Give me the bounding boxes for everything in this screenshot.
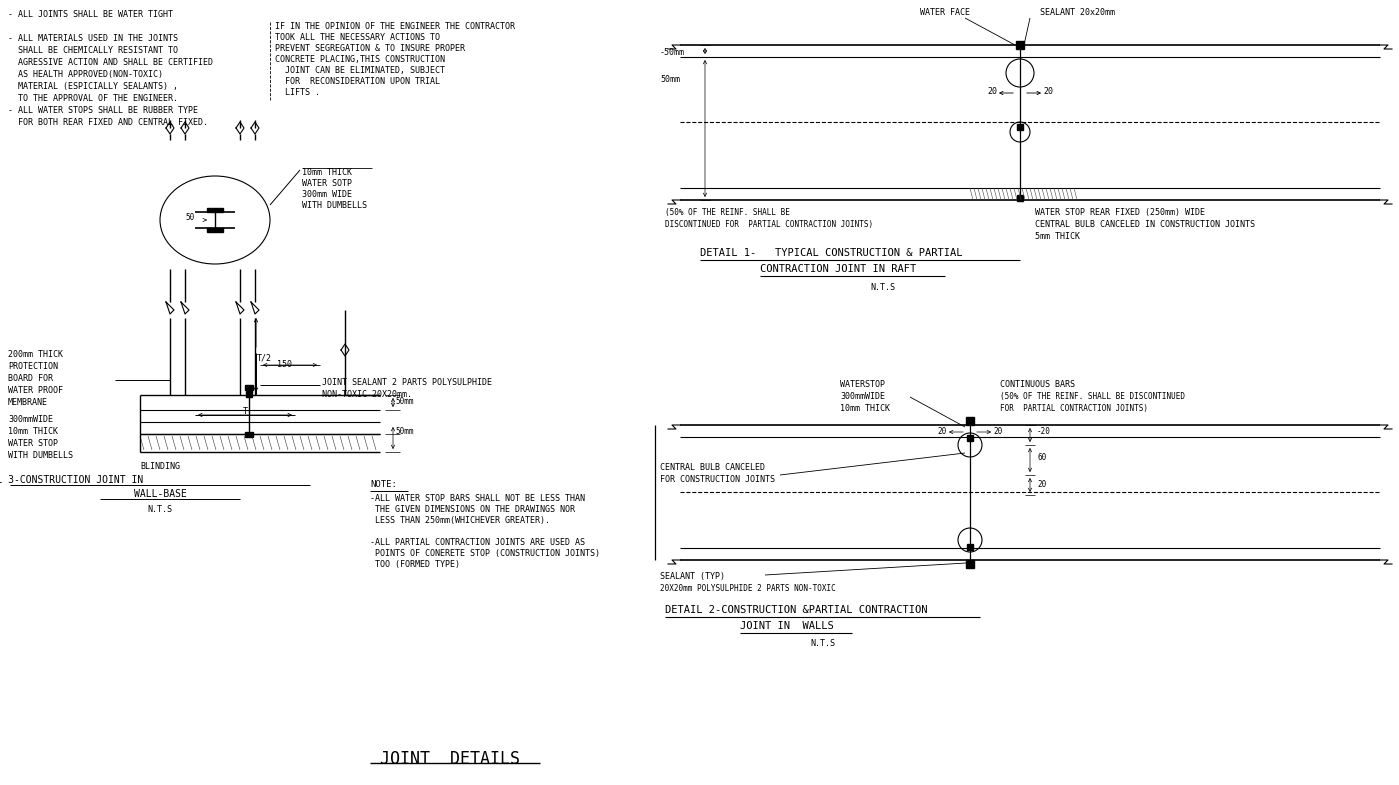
Text: CENTRAL BULB CANCELED IN CONSTRUCTION JOINTS: CENTRAL BULB CANCELED IN CONSTRUCTION JO…: [1035, 220, 1255, 229]
Text: WATER FACE: WATER FACE: [921, 8, 970, 17]
Text: BOARD FOR: BOARD FOR: [8, 374, 53, 383]
Text: -20: -20: [1037, 427, 1051, 436]
Text: DETAIL 3-CONSTRUCTION JOINT IN: DETAIL 3-CONSTRUCTION JOINT IN: [0, 475, 143, 485]
Text: CENTRAL BULB CANCELED: CENTRAL BULB CANCELED: [660, 463, 765, 472]
Text: WALL-BASE: WALL-BASE: [133, 489, 186, 499]
Text: WATER PROOF: WATER PROOF: [8, 386, 63, 395]
Text: DETAIL 2-CONSTRUCTION &PARTIAL CONTRACTION: DETAIL 2-CONSTRUCTION &PARTIAL CONTRACTI…: [665, 605, 928, 615]
Text: SHALL BE CHEMICALLY RESISTANT TO: SHALL BE CHEMICALLY RESISTANT TO: [8, 46, 178, 55]
Text: FOR  RECONSIDERATION UPON TRIAL: FOR RECONSIDERATION UPON TRIAL: [276, 77, 441, 86]
Text: T/2: T/2: [257, 353, 271, 363]
Text: CONTRACTION JOINT IN RAFT: CONTRACTION JOINT IN RAFT: [760, 264, 916, 274]
Text: 200mm THICK: 200mm THICK: [8, 350, 63, 359]
Text: MATERIAL (ESPICIALLY SEALANTS) ,: MATERIAL (ESPICIALLY SEALANTS) ,: [8, 82, 178, 91]
Text: 60: 60: [1037, 453, 1046, 462]
Text: T: T: [242, 407, 248, 416]
Bar: [245, 432, 253, 437]
Text: 50: 50: [186, 214, 194, 222]
Text: 50mm: 50mm: [660, 75, 680, 84]
Text: CONCRETE PLACING,THIS CONSTRUCTION: CONCRETE PLACING,THIS CONSTRUCTION: [276, 55, 445, 64]
Text: CONTINUOUS BARS: CONTINUOUS BARS: [1000, 380, 1074, 389]
Text: -ALL WATER STOP BARS SHALL NOT BE LESS THAN: -ALL WATER STOP BARS SHALL NOT BE LESS T…: [369, 494, 585, 503]
Text: THE GIVEN DIMENSIONS ON THE DRAWINGS NOR: THE GIVEN DIMENSIONS ON THE DRAWINGS NOR: [369, 505, 575, 514]
Text: JOINT  DETAILS: JOINT DETAILS: [381, 750, 520, 768]
Text: - ALL WATER STOPS SHALL BE RUBBER TYPE: - ALL WATER STOPS SHALL BE RUBBER TYPE: [8, 106, 199, 115]
Text: TO THE APPROVAL OF THE ENGINEER.: TO THE APPROVAL OF THE ENGINEER.: [8, 94, 178, 103]
Text: 150: 150: [277, 360, 292, 369]
Bar: [965, 560, 974, 568]
Text: 10mm THICK: 10mm THICK: [839, 404, 890, 413]
Bar: [207, 228, 222, 232]
Text: (50% OF THE REINF. SHALL BE DISCONTINUED: (50% OF THE REINF. SHALL BE DISCONTINUED: [1000, 392, 1185, 401]
Text: LESS THAN 250mm(WHICHEVER GREATER).: LESS THAN 250mm(WHICHEVER GREATER).: [369, 516, 550, 525]
Text: PROTECTION: PROTECTION: [8, 362, 57, 371]
Text: DISCONTINUED FOR  PARTIAL CONTRACTION JOINTS): DISCONTINUED FOR PARTIAL CONTRACTION JOI…: [665, 220, 873, 229]
Text: 300mmWIDE: 300mmWIDE: [839, 392, 886, 401]
Text: WATER STOP REAR FIXED (250mm) WIDE: WATER STOP REAR FIXED (250mm) WIDE: [1035, 208, 1205, 217]
Text: N.T.S: N.T.S: [810, 639, 835, 648]
Text: 20X20mm POLYSULPHIDE 2 PARTS NON-TOXIC: 20X20mm POLYSULPHIDE 2 PARTS NON-TOXIC: [660, 584, 835, 593]
Text: MEMBRANE: MEMBRANE: [8, 398, 48, 407]
Text: FOR  PARTIAL CONTRACTION JOINTS): FOR PARTIAL CONTRACTION JOINTS): [1000, 404, 1149, 413]
Text: (50% OF THE REINF. SHALL BE: (50% OF THE REINF. SHALL BE: [665, 208, 790, 217]
Text: 20: 20: [1044, 87, 1053, 96]
Text: -50mm: -50mm: [660, 48, 686, 57]
Text: WATERSTOP: WATERSTOP: [839, 380, 886, 389]
Text: FOR BOTH REAR FIXED AND CENTRAL FIXED.: FOR BOTH REAR FIXED AND CENTRAL FIXED.: [8, 118, 208, 127]
Bar: [207, 208, 222, 212]
Text: 20: 20: [1037, 480, 1046, 489]
Text: PREVENT SEGREGATION & TO INSURE PROPER: PREVENT SEGREGATION & TO INSURE PROPER: [276, 44, 464, 53]
Text: DETAIL 1-   TYPICAL CONSTRUCTION & PARTIAL: DETAIL 1- TYPICAL CONSTRUCTION & PARTIAL: [700, 248, 963, 258]
Text: JOINT IN  WALLS: JOINT IN WALLS: [740, 621, 834, 631]
Text: WATER STOP: WATER STOP: [8, 439, 57, 448]
Text: 20: 20: [937, 427, 947, 436]
Text: SEALANT 20x20mm: SEALANT 20x20mm: [1039, 8, 1115, 17]
Text: FOR CONSTRUCTION JOINTS: FOR CONSTRUCTION JOINTS: [660, 475, 775, 484]
Text: - ALL MATERIALS USED IN THE JOINTS: - ALL MATERIALS USED IN THE JOINTS: [8, 34, 178, 43]
Text: WITH DUMBELLS: WITH DUMBELLS: [302, 201, 367, 210]
Text: AS HEALTH APPROVED(NON-TOXIC): AS HEALTH APPROVED(NON-TOXIC): [8, 70, 164, 79]
Text: 300mm WIDE: 300mm WIDE: [302, 190, 353, 199]
Text: 5mm THICK: 5mm THICK: [1035, 232, 1080, 241]
Text: SEALANT (TYP): SEALANT (TYP): [660, 572, 725, 581]
Text: JOINT SEALANT 2 PARTS POLYSULPHIDE: JOINT SEALANT 2 PARTS POLYSULPHIDE: [322, 378, 492, 387]
Bar: [965, 417, 974, 425]
Text: 20: 20: [993, 427, 1003, 436]
Text: N.T.S: N.T.S: [870, 283, 895, 292]
Text: IF IN THE OPINION OF THE ENGINEER THE CONTRACTOR: IF IN THE OPINION OF THE ENGINEER THE CO…: [276, 22, 515, 31]
Text: 50mm: 50mm: [395, 397, 414, 406]
Text: 300mmWIDE: 300mmWIDE: [8, 415, 53, 424]
Text: WATER SOTP: WATER SOTP: [302, 179, 353, 188]
Text: WITH DUMBELLS: WITH DUMBELLS: [8, 451, 73, 460]
Text: BLINDING: BLINDING: [140, 462, 180, 471]
Text: AGRESSIVE ACTION AND SHALL BE CERTIFIED: AGRESSIVE ACTION AND SHALL BE CERTIFIED: [8, 58, 213, 67]
Bar: [245, 385, 253, 390]
Text: POINTS OF CONERETE STOP (CONSTRUCTION JOINTS): POINTS OF CONERETE STOP (CONSTRUCTION JO…: [369, 549, 600, 558]
Text: - ALL JOINTS SHALL BE WATER TIGHT: - ALL JOINTS SHALL BE WATER TIGHT: [8, 10, 173, 19]
Text: NOTE:: NOTE:: [369, 480, 397, 489]
Text: JOINT CAN BE ELIMINATED, SUBJECT: JOINT CAN BE ELIMINATED, SUBJECT: [276, 66, 445, 75]
Text: TOOK ALL THE NECESSARY ACTIONS TO: TOOK ALL THE NECESSARY ACTIONS TO: [276, 33, 441, 42]
Bar: [1016, 41, 1024, 49]
Bar: [246, 391, 252, 397]
Bar: [1017, 124, 1023, 130]
Text: TOO (FORMED TYPE): TOO (FORMED TYPE): [369, 560, 460, 569]
Bar: [967, 544, 972, 550]
Text: N.T.S: N.T.S: [147, 505, 172, 514]
Text: LIFTS .: LIFTS .: [276, 88, 320, 97]
Text: 50mm: 50mm: [395, 427, 414, 436]
Text: 10mm THICK: 10mm THICK: [302, 168, 353, 177]
Bar: [1017, 195, 1023, 201]
Text: 20: 20: [988, 87, 997, 96]
Bar: [967, 435, 972, 441]
Text: 10mm THICK: 10mm THICK: [8, 427, 57, 436]
Text: -ALL PARTIAL CONTRACTION JOINTS ARE USED AS: -ALL PARTIAL CONTRACTION JOINTS ARE USED…: [369, 538, 585, 547]
Text: NON-TOXIC 20X20mm.: NON-TOXIC 20X20mm.: [322, 390, 411, 399]
